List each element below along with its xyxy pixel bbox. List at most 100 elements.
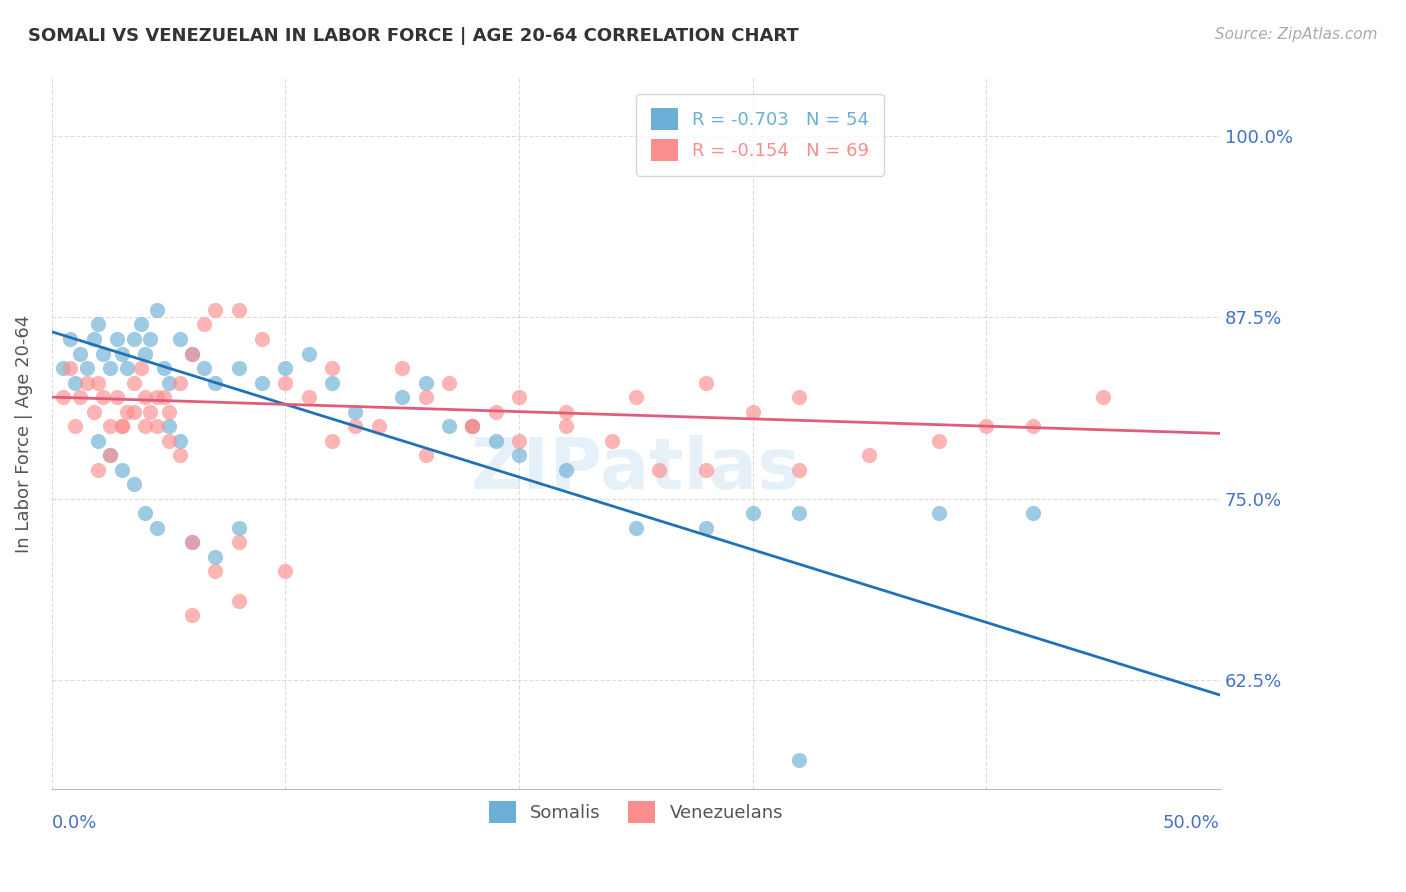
Point: [111, 419, 134, 434]
Point: [146, 390, 169, 404]
Point: [63, 376, 86, 390]
Text: 0.0%: 0.0%: [52, 814, 97, 832]
Point: [204, 302, 226, 317]
Y-axis label: In Labor Force | Age 20-64: In Labor Force | Age 20-64: [15, 314, 32, 552]
Point: [391, 361, 413, 376]
Point: [59, 332, 82, 346]
Point: [134, 390, 156, 404]
Point: [928, 434, 950, 448]
Point: [83, 332, 105, 346]
Point: [146, 302, 169, 317]
Point: [122, 477, 145, 491]
Point: [204, 565, 226, 579]
Point: [157, 434, 180, 448]
Point: [169, 434, 191, 448]
Legend: Somalis, Venezuelans: Somalis, Venezuelans: [481, 794, 790, 830]
Point: [105, 390, 128, 404]
Point: [508, 434, 530, 448]
Point: [858, 448, 880, 462]
Point: [391, 390, 413, 404]
Point: [321, 434, 343, 448]
Point: [554, 463, 576, 477]
Point: [602, 434, 624, 448]
Point: [554, 404, 576, 418]
Point: [169, 332, 191, 346]
Point: [228, 535, 250, 549]
Text: 50.0%: 50.0%: [1163, 814, 1220, 832]
Point: [415, 390, 437, 404]
Point: [974, 419, 997, 434]
Point: [180, 346, 202, 360]
Point: [122, 376, 145, 390]
Point: [59, 361, 82, 376]
Point: [787, 753, 810, 767]
Point: [274, 361, 297, 376]
Point: [153, 390, 176, 404]
Point: [461, 419, 484, 434]
Point: [508, 448, 530, 462]
Point: [695, 376, 717, 390]
Point: [98, 361, 121, 376]
Point: [111, 463, 134, 477]
Point: [624, 390, 647, 404]
Point: [91, 346, 114, 360]
Point: [129, 318, 152, 332]
Point: [153, 361, 176, 376]
Point: [111, 419, 134, 434]
Point: [461, 419, 484, 434]
Point: [52, 390, 75, 404]
Point: [169, 448, 191, 462]
Point: [204, 376, 226, 390]
Point: [321, 376, 343, 390]
Point: [87, 318, 110, 332]
Point: [111, 346, 134, 360]
Point: [129, 361, 152, 376]
Point: [787, 390, 810, 404]
Point: [321, 361, 343, 376]
Point: [52, 361, 75, 376]
Point: [69, 346, 91, 360]
Point: [228, 302, 250, 317]
Point: [250, 376, 273, 390]
Point: [193, 318, 215, 332]
Point: [695, 463, 717, 477]
Point: [180, 346, 202, 360]
Text: Source: ZipAtlas.com: Source: ZipAtlas.com: [1215, 27, 1378, 42]
Point: [415, 376, 437, 390]
Point: [76, 361, 98, 376]
Point: [134, 419, 156, 434]
Point: [146, 521, 169, 535]
Point: [928, 506, 950, 520]
Point: [228, 593, 250, 607]
Point: [180, 535, 202, 549]
Point: [98, 419, 121, 434]
Point: [139, 404, 162, 418]
Point: [122, 332, 145, 346]
Point: [98, 448, 121, 462]
Text: ZIPatlas: ZIPatlas: [471, 434, 801, 503]
Point: [298, 390, 321, 404]
Point: [461, 419, 484, 434]
Point: [624, 521, 647, 535]
Point: [1022, 419, 1045, 434]
Point: [228, 521, 250, 535]
Point: [1091, 390, 1114, 404]
Point: [344, 419, 367, 434]
Point: [115, 404, 138, 418]
Point: [105, 332, 128, 346]
Point: [1022, 506, 1045, 520]
Point: [508, 390, 530, 404]
Text: SOMALI VS VENEZUELAN IN LABOR FORCE | AGE 20-64 CORRELATION CHART: SOMALI VS VENEZUELAN IN LABOR FORCE | AG…: [28, 27, 799, 45]
Point: [139, 332, 162, 346]
Point: [250, 332, 273, 346]
Point: [415, 448, 437, 462]
Point: [115, 361, 138, 376]
Point: [648, 463, 671, 477]
Point: [367, 419, 389, 434]
Point: [98, 448, 121, 462]
Point: [134, 346, 156, 360]
Point: [274, 376, 297, 390]
Point: [87, 434, 110, 448]
Point: [122, 404, 145, 418]
Point: [344, 404, 367, 418]
